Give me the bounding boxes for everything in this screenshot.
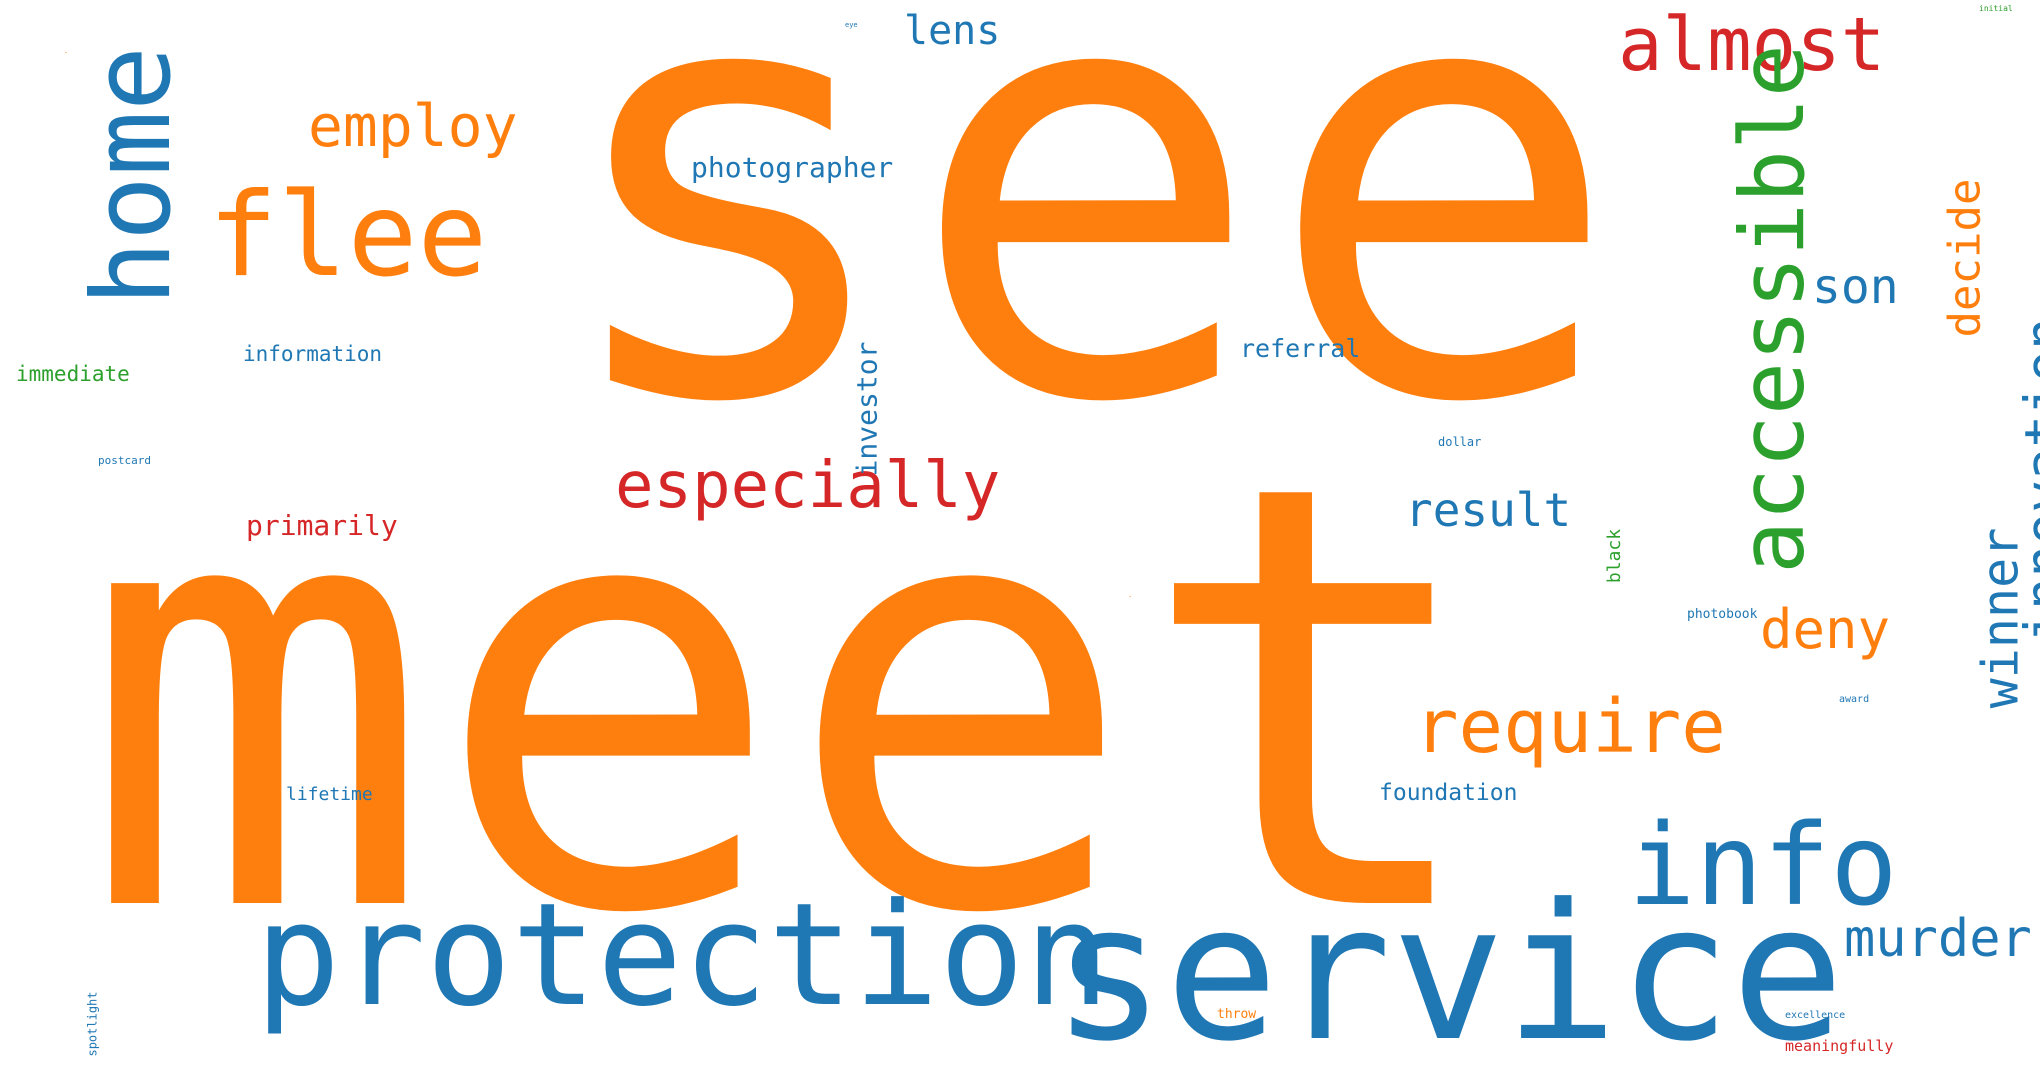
word-winner: winner (1971, 527, 2030, 709)
word-spotlight: spotlight (85, 991, 100, 1057)
word-primarily: primarily (246, 509, 398, 542)
word-decide: decide (1939, 178, 1991, 338)
word-deny: deny (1760, 598, 1891, 661)
word-investor: investor (850, 341, 884, 477)
word-flee: flee (208, 168, 488, 303)
word-lens: lens (904, 8, 1001, 54)
word-postcard: postcard (98, 454, 151, 467)
word-result: result (1405, 483, 1572, 537)
word-information: information (243, 342, 383, 366)
word-accessible: accessible (1720, 44, 1824, 574)
word-home: home (70, 45, 196, 307)
word-info: info (1628, 801, 1898, 931)
word-black: black (1604, 528, 1626, 584)
word-photobook: photobook (1687, 607, 1758, 622)
word-murder: murder (1844, 909, 2032, 969)
word-tiny-left: · (62, 50, 71, 55)
word-meet: meet (80, 360, 1489, 1041)
word-employ: employ (308, 92, 518, 160)
word-require: require (1414, 684, 1726, 770)
word-almost: almost (1618, 2, 1886, 88)
word-award: award (1839, 694, 1870, 705)
word-tiny-orange: · (1128, 593, 1133, 601)
word-meaningfully: meaningfully (1785, 1037, 1894, 1055)
word-throw: throw (1217, 1007, 1257, 1022)
word-excellence: excellence (1785, 1010, 1846, 1021)
word-foundation: foundation (1379, 780, 1518, 806)
word-protection: protection (255, 873, 1110, 1038)
word-son: son (1812, 259, 1899, 315)
word-service: service (1052, 864, 1845, 1080)
word-dollar: dollar (1438, 435, 1482, 449)
word-lifetime: lifetime (286, 784, 373, 805)
word-especially: especially (615, 449, 1001, 523)
word-eye: eye (845, 21, 858, 29)
word-referral: referral (1240, 334, 1361, 363)
word-see: see (548, 0, 1623, 533)
word-photographer: photographer (691, 151, 894, 184)
word-initial: initial (1979, 4, 2013, 13)
word-immediate: immediate (16, 362, 130, 386)
